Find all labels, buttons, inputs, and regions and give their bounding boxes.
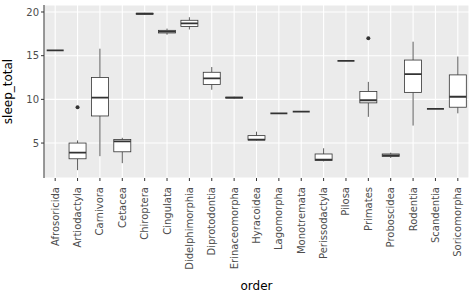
svg-text:Cetacea: Cetacea — [117, 187, 128, 228]
svg-text:Proboscidea: Proboscidea — [385, 187, 396, 247]
svg-text:sleep_total: sleep_total — [8, 59, 15, 124]
svg-text:Monotremata: Monotremata — [296, 187, 307, 254]
svg-text:Diprotodontia: Diprotodontia — [206, 187, 217, 256]
svg-text:Hyracoidea: Hyracoidea — [251, 187, 262, 244]
svg-text:Pilosa: Pilosa — [340, 187, 351, 216]
svg-text:Afrosoricida: Afrosoricida — [50, 187, 61, 246]
svg-text:Lagomorpha: Lagomorpha — [273, 187, 284, 250]
svg-text:20: 20 — [26, 7, 39, 18]
svg-text:Carnivora: Carnivora — [94, 187, 105, 235]
svg-text:Didelphimorphia: Didelphimorphia — [184, 187, 195, 270]
svg-text:5: 5 — [33, 138, 39, 149]
svg-text:Artiodactyla: Artiodactyla — [72, 187, 83, 248]
svg-text:Chiroptera: Chiroptera — [139, 187, 150, 240]
svg-text:Erinaceomorpha: Erinaceomorpha — [229, 187, 240, 269]
svg-text:Cingulata: Cingulata — [162, 187, 173, 235]
svg-text:Rodentia: Rodentia — [408, 187, 419, 231]
svg-text:Perissodactyla: Perissodactyla — [318, 187, 329, 259]
svg-text:15: 15 — [26, 50, 39, 61]
svg-text:Scandentia: Scandentia — [430, 187, 441, 243]
svg-text:order: order — [241, 279, 273, 292]
svg-text:10: 10 — [26, 94, 39, 105]
svg-text:Primates: Primates — [363, 187, 374, 231]
svg-text:Soricomorpha: Soricomorpha — [452, 187, 463, 257]
